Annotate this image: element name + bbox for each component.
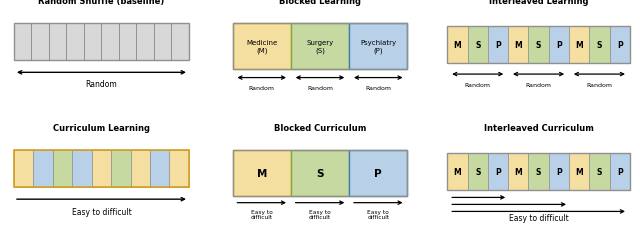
Bar bbox=[508, 153, 529, 190]
Bar bbox=[468, 153, 488, 190]
Bar bbox=[232, 151, 291, 196]
Bar bbox=[548, 153, 569, 190]
Text: Random: Random bbox=[365, 85, 391, 90]
Bar bbox=[33, 151, 53, 187]
Text: M: M bbox=[515, 41, 522, 50]
Bar bbox=[170, 151, 189, 187]
Text: M: M bbox=[454, 167, 461, 176]
Bar bbox=[508, 27, 529, 63]
Bar bbox=[488, 153, 508, 190]
Text: P: P bbox=[374, 168, 382, 178]
Bar bbox=[609, 153, 630, 190]
Text: Random: Random bbox=[249, 85, 275, 90]
Bar bbox=[529, 27, 548, 63]
Bar bbox=[468, 27, 488, 63]
Bar bbox=[609, 27, 630, 63]
Bar bbox=[31, 24, 49, 61]
Bar bbox=[232, 24, 408, 69]
Bar bbox=[92, 151, 111, 187]
Bar bbox=[53, 151, 72, 187]
Text: S: S bbox=[596, 41, 602, 50]
Bar bbox=[111, 151, 131, 187]
Text: Psychiatry
(P): Psychiatry (P) bbox=[360, 40, 396, 54]
Text: P: P bbox=[495, 41, 501, 50]
Bar bbox=[101, 24, 119, 61]
Bar bbox=[529, 153, 548, 190]
Text: M: M bbox=[257, 168, 267, 178]
Text: Medicine
(M): Medicine (M) bbox=[246, 40, 277, 54]
Bar bbox=[447, 153, 630, 190]
Title: Curriculum Learning: Curriculum Learning bbox=[53, 123, 150, 132]
Bar bbox=[172, 24, 189, 61]
Title: Random Shuffle (baseline): Random Shuffle (baseline) bbox=[38, 0, 164, 6]
Text: Easy to
difficult: Easy to difficult bbox=[251, 209, 273, 220]
Bar bbox=[488, 27, 508, 63]
Text: Easy to
difficult: Easy to difficult bbox=[367, 209, 389, 220]
Title: Interleaved Curriculum: Interleaved Curriculum bbox=[484, 123, 593, 132]
Text: M: M bbox=[454, 41, 461, 50]
Title: Interleaved Learning: Interleaved Learning bbox=[489, 0, 588, 6]
Bar bbox=[447, 153, 468, 190]
Text: S: S bbox=[536, 41, 541, 50]
Bar bbox=[232, 151, 408, 196]
Bar bbox=[84, 24, 101, 61]
Bar bbox=[14, 24, 31, 61]
Text: S: S bbox=[316, 168, 324, 178]
Text: S: S bbox=[596, 167, 602, 176]
Text: Random: Random bbox=[86, 80, 117, 89]
Text: P: P bbox=[617, 41, 623, 50]
Bar bbox=[154, 24, 172, 61]
Bar bbox=[447, 27, 630, 63]
Text: Surgery
(S): Surgery (S) bbox=[307, 40, 333, 54]
Text: Random: Random bbox=[307, 85, 333, 90]
Text: P: P bbox=[556, 41, 562, 50]
Bar bbox=[131, 151, 150, 187]
Title: Blocked Learning: Blocked Learning bbox=[279, 0, 361, 6]
Bar bbox=[447, 27, 468, 63]
Text: Random: Random bbox=[465, 83, 491, 88]
Text: M: M bbox=[515, 167, 522, 176]
Title: Blocked Curriculum: Blocked Curriculum bbox=[274, 123, 366, 132]
Text: S: S bbox=[475, 41, 481, 50]
Bar bbox=[14, 24, 189, 61]
Bar bbox=[119, 24, 136, 61]
Bar bbox=[67, 24, 84, 61]
Bar bbox=[49, 24, 67, 61]
Bar bbox=[548, 27, 569, 63]
Bar bbox=[291, 151, 349, 196]
Bar bbox=[136, 24, 154, 61]
Bar bbox=[232, 24, 291, 69]
Text: S: S bbox=[475, 167, 481, 176]
Text: P: P bbox=[556, 167, 562, 176]
Bar bbox=[14, 151, 189, 187]
Bar bbox=[569, 153, 589, 190]
Text: P: P bbox=[617, 167, 623, 176]
Text: Easy to difficult: Easy to difficult bbox=[72, 207, 131, 216]
Bar bbox=[150, 151, 170, 187]
Bar bbox=[569, 27, 589, 63]
Text: M: M bbox=[575, 167, 583, 176]
Text: M: M bbox=[575, 41, 583, 50]
Text: Easy to
difficult: Easy to difficult bbox=[309, 209, 331, 220]
Text: S: S bbox=[536, 167, 541, 176]
Text: Random: Random bbox=[525, 83, 552, 88]
Bar bbox=[291, 24, 349, 69]
Text: P: P bbox=[495, 167, 501, 176]
Bar bbox=[349, 24, 408, 69]
Text: Easy to difficult: Easy to difficult bbox=[509, 213, 568, 222]
Text: Random: Random bbox=[586, 83, 612, 88]
Bar bbox=[589, 153, 609, 190]
Bar bbox=[72, 151, 92, 187]
Bar bbox=[14, 151, 33, 187]
Bar bbox=[589, 27, 609, 63]
Bar bbox=[349, 151, 408, 196]
